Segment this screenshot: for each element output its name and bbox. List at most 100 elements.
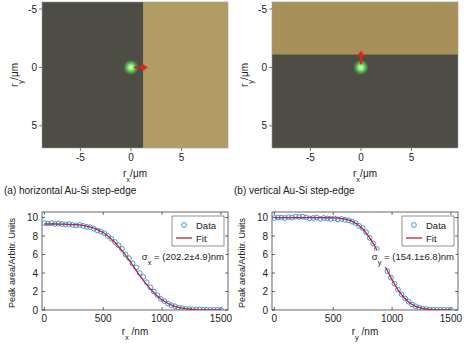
tick-label: 5: [179, 152, 185, 163]
tick: [225, 310, 228, 311]
x-axis-title: rx/μm: [353, 168, 377, 184]
tick-label: 1000: [381, 313, 404, 324]
tick: [269, 125, 272, 126]
y-axis-title: Peak area/Arbitr. Units: [237, 217, 247, 308]
scan-arrow-head: [142, 63, 148, 71]
tick: [220, 212, 221, 215]
annotation-patch: [370, 251, 455, 268]
plot-frame: [42, 212, 228, 310]
tick: [225, 273, 228, 274]
tick-label: -5: [306, 152, 315, 163]
tick: [39, 125, 42, 126]
tick: [162, 307, 163, 310]
x-axis-title: rx /nm: [122, 326, 149, 342]
tick-label: 0: [32, 305, 38, 316]
legend-box: [172, 216, 224, 246]
tick-label: 1500: [440, 313, 463, 324]
tick-label: 10: [27, 212, 39, 223]
y-axis-title: ry/μm: [239, 63, 255, 87]
annotation: σx = (202.2±4.9)nm: [142, 251, 224, 267]
tick: [42, 236, 45, 237]
tick: [455, 310, 458, 311]
text-part: /nm: [359, 326, 378, 337]
tick-label: -5: [258, 4, 267, 15]
legend-label: Data: [426, 220, 447, 231]
tick: [455, 236, 458, 237]
tick: [272, 273, 275, 274]
tick-label: 10: [257, 212, 269, 223]
text-part: /μm: [130, 168, 147, 179]
tick-label: -5: [76, 152, 85, 163]
tick-label: 4: [32, 268, 38, 279]
tick-label: 0: [261, 62, 267, 73]
tick: [130, 148, 131, 151]
tick: [392, 212, 393, 215]
tick-label: 1000: [151, 313, 174, 324]
tick: [455, 217, 458, 218]
tick-label: 0: [128, 152, 134, 163]
tick: [181, 148, 182, 151]
tick: [225, 236, 228, 237]
tick: [80, 148, 81, 151]
legend-box: [402, 216, 454, 246]
legend-label: Fit: [196, 233, 207, 244]
tick: [44, 307, 45, 310]
legend-label: Fit: [426, 233, 437, 244]
tick-label: 5: [409, 152, 415, 163]
tick-label: 4: [262, 268, 268, 279]
text-part: = (202.2±4.9)nm: [151, 251, 224, 262]
legend-marker: [412, 223, 417, 228]
legend-marker: [182, 223, 187, 228]
text-part: /μm: [9, 63, 20, 80]
tick: [225, 291, 228, 292]
tick: [274, 307, 275, 310]
plot-frame: [272, 212, 458, 310]
tick: [42, 273, 45, 274]
tick: [39, 67, 42, 68]
tick-label: 8: [262, 231, 268, 242]
tick: [225, 217, 228, 218]
tick: [103, 212, 104, 215]
tick: [310, 148, 311, 151]
tick: [272, 310, 275, 311]
tick-label: 5: [261, 120, 267, 131]
frame: [42, 2, 228, 148]
tick: [42, 217, 45, 218]
tick: [42, 254, 45, 255]
annotation: σy = (154.1±6.8)nm: [372, 251, 454, 267]
tick: [269, 67, 272, 68]
tick: [333, 212, 334, 215]
figure: -5 0 5 -5 0 5 rx/μm ry/μm (a) horizontal Au-Si s…: [0, 0, 474, 353]
annotation-patch: [140, 251, 225, 268]
tick: [274, 212, 275, 215]
tick-label: 500: [325, 313, 342, 324]
tick: [269, 9, 272, 10]
tick: [455, 273, 458, 274]
text-part: /μm: [360, 168, 377, 179]
tick: [272, 236, 275, 237]
scan-arrow-head: [357, 50, 365, 56]
tick-label: 6: [262, 249, 268, 260]
legend-line: [406, 237, 422, 238]
tick: [411, 148, 412, 151]
tick: [42, 291, 45, 292]
tick: [333, 307, 334, 310]
tick-label: 2: [262, 286, 268, 297]
frame: [272, 2, 458, 148]
tick-label: -5: [28, 4, 37, 15]
tick: [360, 148, 361, 151]
tick-label: 8: [32, 231, 38, 242]
tick: [272, 254, 275, 255]
y-axis-title: Peak area/Arbitr. Units: [7, 217, 17, 308]
tick: [455, 291, 458, 292]
tick-label: 1500: [210, 313, 233, 324]
y-axis-title: ry/μm: [9, 63, 25, 87]
x-axis-title: ry /nm: [352, 326, 379, 342]
silicon: [42, 2, 228, 148]
tick-label: 0: [262, 305, 268, 316]
gold: [143, 2, 228, 148]
image: [42, 2, 228, 148]
legend-label: Data: [196, 220, 217, 231]
image: [272, 2, 458, 148]
caption: (a) horizontal Au-Si step-edge: [4, 185, 137, 196]
